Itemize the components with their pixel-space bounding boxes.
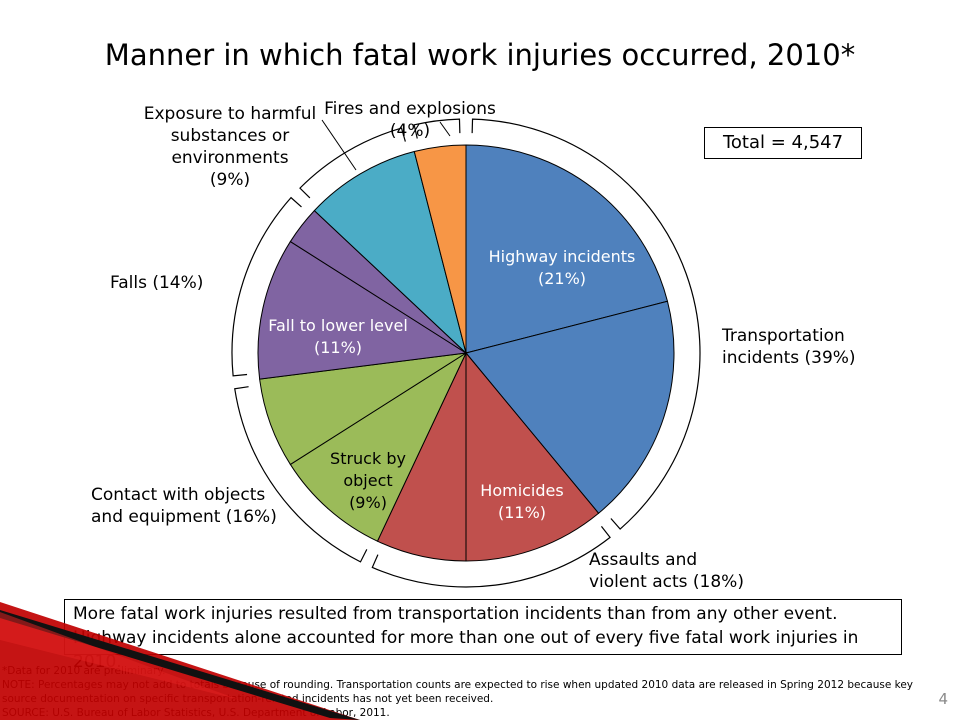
group-bracket-3 [231, 196, 302, 377]
inner-label-fall_lower-1: (11%) [314, 338, 362, 357]
label-fires: Fires and explosions (4%) [324, 99, 496, 141]
pie-slice-2 [465, 351, 600, 562]
pie-slice-8 [313, 150, 467, 355]
footnotes: *Data for 2010 are preliminary. NOTE: Pe… [0, 664, 930, 720]
slide-number: 4 [938, 690, 948, 708]
group-brackets [231, 118, 701, 588]
inner-label-highway-0: Highway incidents [489, 247, 636, 266]
inner-label-highway-1: (21%) [538, 269, 586, 288]
leader-lines [321, 119, 451, 171]
inner-label-struck-1: object [343, 471, 392, 490]
group-bracket-0 [471, 118, 701, 530]
inner-label-homicides-0: Homicides [480, 481, 563, 500]
footnote-source: SOURCE: U.S. Bureau of Labor Statistics,… [2, 707, 390, 719]
pie-slice-6 [257, 240, 468, 380]
label-contact: Contact with objects and equipment (16%) [91, 485, 277, 527]
footnote-note: NOTE: Percentages may not add to totals … [2, 679, 914, 691]
inner-labels: Highway incidents (21%) Fall to lower leve… [268, 247, 635, 522]
pie-slice-1 [465, 300, 675, 514]
group-bracket-1 [371, 525, 611, 588]
label-falls: Falls (14%) [110, 273, 204, 293]
group-bracket-2 [234, 386, 368, 563]
leader-fires [439, 121, 451, 137]
inner-label-struck-2: (9%) [349, 493, 387, 512]
inner-label-homicides-1: (11%) [498, 503, 546, 522]
footnote-note-cont: source documentation on specific transpo… [2, 693, 494, 705]
pie-slices [257, 144, 675, 562]
pie-slice-9 [413, 144, 467, 354]
label-exposure: Exposure to harmful substances or enviro… [143, 104, 317, 190]
chart-title: Manner in which fatal work injuries occu… [104, 38, 856, 72]
pie-slice-0 [465, 144, 669, 354]
group-bracket-5 [413, 118, 461, 139]
group-bracket-4 [299, 127, 406, 199]
summary-box: More fatal work injuries resulted from t… [64, 599, 902, 672]
total-count-box: Total = 4,547 [704, 127, 862, 159]
inner-label-fall_lower-0: Fall to lower level [268, 316, 408, 335]
label-transportation: Transportation incidents (39%) [722, 326, 856, 368]
footnote-preliminary: *Data for 2010 are preliminary. [2, 665, 166, 677]
pie-slice-4 [289, 351, 468, 542]
leader-exposure [321, 119, 357, 171]
inner-label-struck-0: Struck by [330, 449, 406, 468]
label-assaults: Assaults and violent acts (18%) [589, 550, 744, 592]
